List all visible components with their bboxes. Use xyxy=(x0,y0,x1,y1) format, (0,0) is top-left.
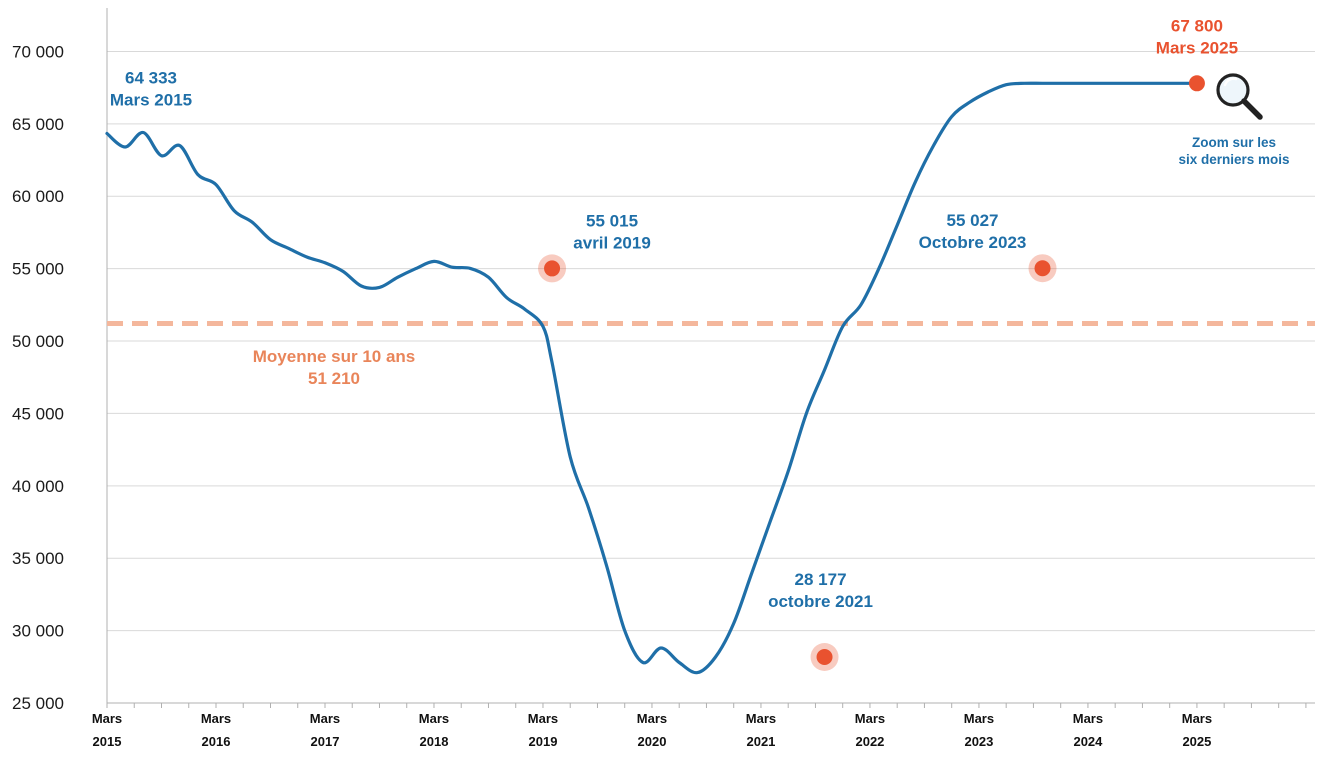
y-tick-label: 25 000 xyxy=(12,694,64,713)
x-tick-year: 2018 xyxy=(420,734,449,749)
y-tick-label: 40 000 xyxy=(12,477,64,496)
x-tick-year: 2021 xyxy=(746,734,775,749)
highlight-marker xyxy=(1034,260,1051,277)
annotation-date: octobre 2021 xyxy=(768,592,873,611)
x-tick-year: 2024 xyxy=(1073,734,1103,749)
x-tick-year: 2023 xyxy=(964,734,993,749)
highlight-markers xyxy=(538,75,1205,671)
annotation-value: 55 015 xyxy=(586,211,638,230)
zoom-label-line2[interactable]: six derniers mois xyxy=(1178,152,1289,167)
magnifier-icon[interactable] xyxy=(1216,73,1263,120)
series-line xyxy=(105,81,1199,675)
x-tick-label: Mars xyxy=(92,711,122,726)
x-tick-year: 2016 xyxy=(202,734,231,749)
y-tick-label: 60 000 xyxy=(12,187,64,206)
x-tick-year: 2015 xyxy=(93,734,122,749)
annotations: 64 333 Mars 2015 55 015 avril 2019 28 177 oct… xyxy=(110,16,1238,611)
x-tick-year: 2022 xyxy=(855,734,884,749)
x-tick-label: Mars xyxy=(528,711,558,726)
annotation-value: 67 800 xyxy=(1171,16,1223,35)
x-tick-label: Mars xyxy=(855,711,885,726)
annotation-value: 55 027 xyxy=(947,211,999,230)
grid-lines xyxy=(107,50,1315,632)
y-tick-label: 30 000 xyxy=(12,622,64,641)
highlight-marker xyxy=(816,648,833,665)
y-tick-label: 50 000 xyxy=(12,332,64,351)
x-tick-label: Mars xyxy=(964,711,994,726)
y-tick-label: 70 000 xyxy=(12,42,64,61)
y-tick-label: 55 000 xyxy=(12,260,64,279)
highlight-marker xyxy=(1188,75,1205,92)
annotation-date: Mars 2015 xyxy=(110,90,192,109)
average-value-label: 51 210 xyxy=(308,369,360,388)
x-tick-year: 2025 xyxy=(1182,734,1211,749)
x-tick-label: Mars xyxy=(746,711,776,726)
x-tick-label: Mars xyxy=(310,711,340,726)
annotation-date: Octobre 2023 xyxy=(919,233,1027,252)
y-tick-label: 35 000 xyxy=(12,549,64,568)
annotation-value: 28 177 xyxy=(795,570,847,589)
x-tick-year: 2020 xyxy=(638,734,667,749)
x-axis-minor-ticks xyxy=(106,703,1307,708)
y-axis-ticks: 25 000 30 000 35 000 40 000 45 000 50 000 55 0… xyxy=(12,42,64,713)
x-tick-label: Mars xyxy=(419,711,449,726)
annotation-date: Mars 2025 xyxy=(1156,38,1238,57)
average-label: Moyenne sur 10 ans xyxy=(253,347,416,366)
x-axis-ticks: Mars 2015 Mars 2016 Mars 2017 Mars 2018 Mars 2019… xyxy=(92,711,1212,749)
y-tick-label: 65 000 xyxy=(12,115,64,134)
zoom-label[interactable]: Zoom sur les xyxy=(1192,135,1276,150)
x-tick-label: Mars xyxy=(637,711,667,726)
x-tick-label: Mars xyxy=(1182,711,1212,726)
y-tick-label: 45 000 xyxy=(12,404,64,423)
annotation-date: avril 2019 xyxy=(573,233,651,252)
x-tick-label: Mars xyxy=(201,711,231,726)
x-tick-year: 2017 xyxy=(311,734,340,749)
annotation-value: 64 333 xyxy=(125,68,177,87)
x-tick-year: 2019 xyxy=(529,734,558,749)
x-tick-label: Mars xyxy=(1073,711,1103,726)
highlight-marker xyxy=(544,260,561,277)
